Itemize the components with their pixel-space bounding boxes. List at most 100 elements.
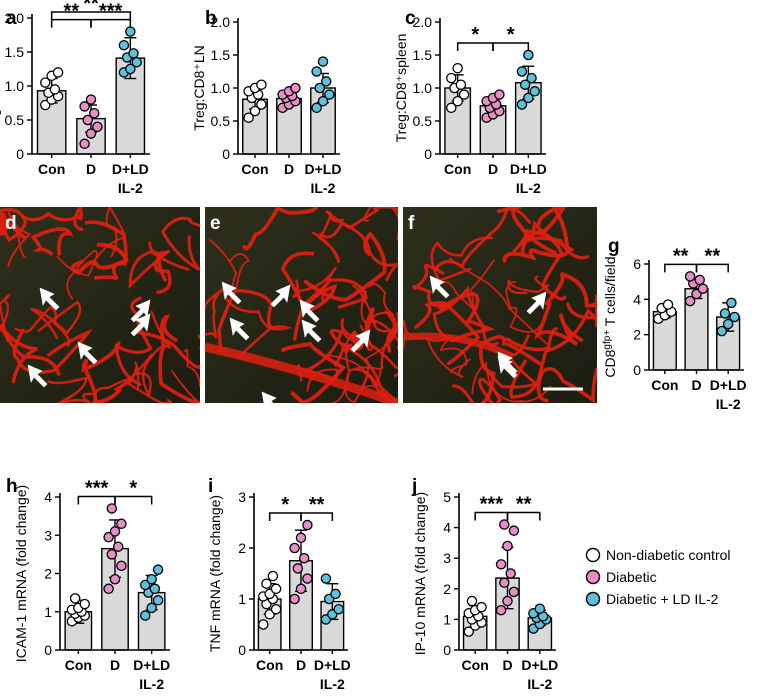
data-point [466,595,478,607]
blood-vessel [505,337,549,399]
panel-b: b Treg:CD8⁺LN 0 0.5 1.0 1.5 2.0 Con D D+LD IL-2 [191,8,341,196]
data-point [290,82,301,94]
blood-vessel [170,348,200,403]
y-tick-label: 1.5 [5,44,25,60]
data-point [292,563,304,574]
x-tick-label: D+LD [521,657,558,673]
panel-label: h [6,476,18,497]
significance-label: ** [309,494,325,516]
data-point [476,601,487,613]
blood-vessel [544,271,597,328]
x-tick-label: Con [462,657,489,673]
data-point [726,297,737,309]
arrow-marker [261,391,277,403]
data-point [261,578,272,589]
panel-label: c [405,8,416,29]
y-tick-label: 1 [238,591,246,607]
data-point [140,579,151,591]
data-point [494,89,505,100]
panel-label: i [208,476,213,497]
x-tick-label: D+LD [510,161,547,177]
data-point [311,102,322,114]
legend: Non-diabetic control Diabetic Diabetic + L… [585,547,731,607]
data-point [317,95,329,107]
data-point [103,583,114,595]
x-tick-label: D [110,657,120,673]
y-tick-label: 1.0 [211,80,231,96]
blood-vessel [280,341,347,403]
data-point [452,95,463,107]
micrograph [205,207,398,403]
y-tick-label: 0.5 [5,112,25,128]
data-point [458,89,470,100]
blood-vessel [362,207,398,236]
data-point [526,72,537,84]
data-point [333,603,344,615]
significance-bracket [506,511,541,521]
blood-vessel [208,239,250,291]
data-point [295,583,307,595]
panel-label: g [608,236,620,257]
data-point [289,542,300,554]
data-point [140,610,151,621]
x-tick-label: D [296,657,306,673]
blood-vessel [412,263,450,308]
x-tick-label: D+LD [112,161,149,177]
x-sublabel: IL-2 [311,180,336,196]
arrow-marker [130,313,151,337]
significance-label: ** [516,494,532,516]
x-sublabel: IL-2 [139,676,164,692]
y-tick-label: 2.0 [5,10,25,26]
blood-vessel [160,216,200,271]
blood-vessel [114,296,153,386]
data-point [516,99,528,110]
data-point [125,63,136,75]
data-point [534,603,546,614]
image-panel-e: e [205,207,398,403]
significance-bracket [695,263,729,273]
blood-vessel [440,259,495,310]
x-sublabel: IL-2 [118,180,143,196]
blood-vessel [14,305,71,347]
blood-vessel [217,288,276,352]
significance-label: ** [83,0,99,15]
y-axis-label: Treg:CD8⁺blood [0,35,1,137]
y-tick-label: 0 [222,146,230,162]
y-tick-label: 0.5 [413,113,433,129]
panel-a: a Treg:CD8⁺blood 0 0.5 1.0 1.5 2.0 Con D D+LD IL-2… [0,0,150,196]
panel-label: d [5,213,17,234]
legend-marker [585,547,601,563]
blood-vessel [303,231,387,303]
data-point [523,49,534,61]
blood-vessel [448,257,548,345]
large-vessel [205,342,398,403]
data-point [109,573,121,585]
blood-vessel [319,221,398,282]
data-point [85,128,97,139]
y-tick-label: 1 [443,611,451,627]
data-point [463,626,475,637]
data-point [324,89,335,100]
data-point [258,619,269,630]
y-tick-label: 5 [443,489,451,505]
data-point [128,48,139,59]
y-tick-label: 0 [16,146,24,162]
blood-vessel [30,227,74,256]
data-point [499,577,510,588]
arrow-marker [229,317,250,341]
legend-marker [585,591,601,607]
arrow-marker [301,319,322,343]
data-point [131,56,142,68]
data-point [85,94,97,105]
x-tick-label: D [488,161,498,177]
data-point [79,598,90,610]
blood-vessel [512,229,567,301]
image-panel-f: f [403,207,597,403]
data-point [88,107,100,119]
blood-vessel [520,207,567,254]
x-tick-label: Con [38,161,65,177]
arrow-marker [299,299,320,323]
